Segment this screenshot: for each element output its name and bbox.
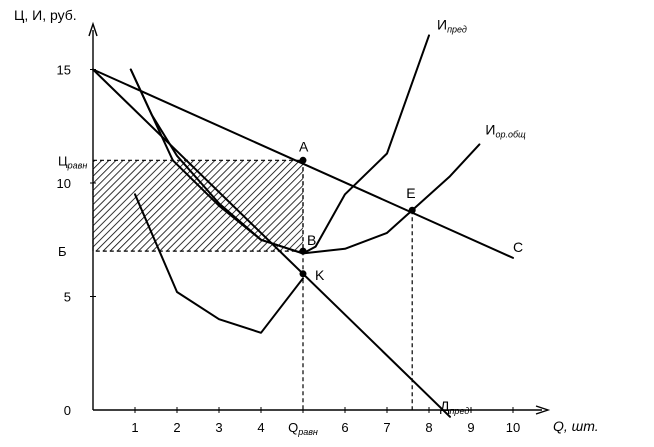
point-label-A: A (299, 138, 309, 154)
x-tick-label: 3 (215, 420, 222, 435)
x-axis-label: Q, шт. (553, 418, 599, 434)
series-line-4 (134, 193, 304, 334)
y-tick-label-special: Б (58, 244, 67, 259)
point-marker-E (408, 206, 416, 214)
series-label-2: Ипред (437, 16, 467, 34)
series-lines: С Дпред Ипред Иор.общ (92, 16, 526, 418)
ticks: 1 2 3 4 6 7 8 9 10 Qравн 0 5 10 15 Цравн Б (57, 63, 521, 438)
x-tick-label: 7 (383, 420, 390, 435)
x-tick-label-q-equilibrium: Qравн (288, 420, 318, 437)
point-marker-B (299, 247, 307, 255)
point-label-E: E (406, 185, 415, 201)
x-tick-label: 4 (257, 420, 264, 435)
y-axis-arrow-icon (88, 21, 98, 37)
guide-lines (302, 160, 413, 410)
series-label-0: С (513, 239, 523, 255)
y-tick-label: 0 (64, 403, 71, 418)
series-label-1: Дпред (440, 398, 469, 416)
point-markers: A B K E (299, 138, 416, 283)
y-tick-label: 5 (64, 290, 71, 305)
x-tick-label: 8 (425, 420, 432, 435)
y-tick-label: 15 (57, 63, 71, 78)
x-axis-arrow-icon (535, 405, 551, 415)
x-tick-label: 6 (341, 420, 348, 435)
y-tick-label-special: Цравн (58, 153, 87, 170)
point-marker-A (299, 156, 307, 164)
x-tick-label: 10 (506, 420, 520, 435)
point-label-K: K (315, 267, 325, 283)
y-tick-label: 10 (57, 176, 71, 191)
series-label-3: Иор.общ (485, 121, 526, 139)
x-tick-label: 1 (131, 420, 138, 435)
x-tick-label: 2 (173, 420, 180, 435)
y-axis-label: Ц, И, руб. (14, 7, 77, 23)
point-marker-K (299, 270, 307, 278)
axes (88, 21, 551, 415)
x-tick-label: 9 (467, 420, 474, 435)
shaded-area (92, 159, 304, 252)
point-label-B: B (307, 232, 316, 248)
